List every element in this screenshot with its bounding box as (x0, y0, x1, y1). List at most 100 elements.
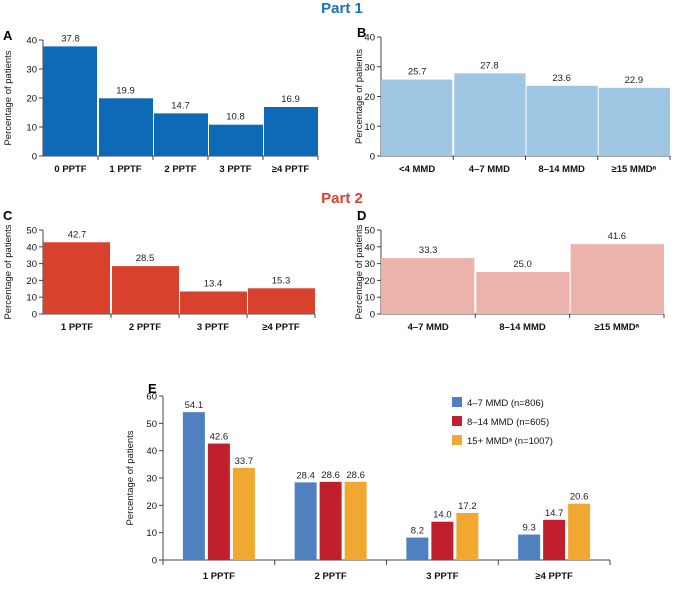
y-tick-label: 40 (26, 36, 37, 47)
bar-E-s2-3 (568, 503, 591, 560)
x-tick-label: <4 MMD (399, 164, 435, 175)
panel-letter-E: E (148, 381, 157, 396)
bar-E-s2-2 (456, 512, 479, 560)
y-tick-label: 20 (146, 501, 157, 512)
data-label: 14.7 (545, 508, 564, 519)
chart-A: A 0 10 20 30 40 Percentage of patients 37.8 0 PP… (3, 28, 319, 175)
y-tick-label: 40 (146, 446, 157, 457)
chart-E: E 0 10 20 30 40 50 60 Percentage of patients 1 PP… (125, 381, 611, 582)
y-tick-label: 20 (364, 276, 375, 287)
y-tick-label: 40 (364, 242, 375, 253)
x-tick-label: 1 PPTF (203, 571, 235, 582)
data-label: 8.2 (411, 526, 424, 537)
panel-letter-B: B (357, 25, 366, 40)
y-tick-label: 20 (364, 92, 375, 103)
panel-letter-C: C (3, 208, 13, 223)
bar-D-2 (570, 244, 664, 314)
y-tick-label: 0 (32, 152, 37, 163)
legend-swatch-2 (452, 435, 462, 445)
chart-B: B 0 10 20 30 40 Percentage of patients 25.7 <4 M… (354, 25, 671, 175)
data-label: 37.8 (61, 33, 80, 44)
data-label: 54.1 (185, 400, 204, 411)
data-label: 23.6 (552, 73, 571, 84)
bar-C-1 (112, 266, 179, 314)
y-axis-label: Percentage of patients (354, 49, 365, 144)
data-label: 27.8 (480, 60, 499, 71)
y-axis-label: Percentage of patients (3, 50, 14, 145)
x-tick-label: 8–14 MMD (538, 164, 585, 175)
y-tick-label: 50 (364, 226, 375, 237)
bar-E-s1-2 (431, 521, 454, 560)
y-tick-label: 40 (26, 242, 37, 253)
bar-E-s1-0 (207, 443, 230, 560)
y-tick-label: 0 (152, 556, 157, 567)
bar-A-3 (209, 124, 263, 156)
data-label: 33.7 (235, 456, 254, 467)
bar-E-s0-2 (406, 537, 429, 560)
x-tick-label: 1 PPTF (61, 322, 93, 333)
bar-A-1 (99, 98, 153, 156)
y-tick-label: 0 (32, 310, 37, 321)
data-label: 28.5 (136, 253, 155, 264)
legend-label-2: 15+ MMDᵃ (n=1007) (467, 436, 553, 447)
bar-B-3 (598, 87, 670, 156)
data-label: 20.6 (570, 492, 589, 503)
y-tick-label: 10 (26, 293, 37, 304)
y-axis-label: Percentage of patients (3, 224, 14, 319)
y-tick-label: 50 (26, 226, 37, 237)
y-tick-label: 30 (364, 62, 375, 73)
x-tick-label: ≥4 PPTF (262, 322, 300, 333)
data-label: 42.6 (210, 432, 229, 443)
bar-C-2 (180, 291, 247, 314)
data-label: 19.9 (116, 85, 135, 96)
data-label: 28.6 (346, 470, 365, 481)
x-tick-label: 2 PPTF (129, 322, 161, 333)
bar-E-s2-0 (232, 467, 255, 560)
x-tick-label: ≥15 MMDᵃ (612, 164, 657, 175)
bar-A-2 (154, 113, 208, 156)
x-tick-label: ≥4 PPTF (272, 164, 310, 175)
bar-B-1 (454, 73, 526, 156)
x-tick-label: 4–7 MMD (469, 164, 510, 175)
y-axis-label: Percentage of patients (125, 430, 136, 525)
data-label: 41.6 (608, 231, 627, 242)
y-tick-label: 30 (146, 474, 157, 485)
data-label: 33.3 (419, 245, 438, 256)
data-label: 15.3 (272, 275, 291, 286)
bar-E-s0-0 (182, 412, 205, 560)
x-tick-label: ≥4 PPTF (535, 571, 573, 582)
bar-C-3 (248, 288, 315, 314)
bar-E-s1-3 (543, 519, 566, 560)
panel-letter-D: D (357, 208, 366, 223)
data-label: 14.7 (171, 100, 190, 111)
bar-B-2 (526, 85, 598, 156)
part1-title: Part 1 (321, 0, 363, 17)
y-tick-label: 30 (26, 259, 37, 270)
data-label: 28.6 (321, 470, 340, 481)
legend-swatch-0 (452, 397, 462, 407)
y-tick-label: 40 (364, 33, 375, 44)
y-tick-label: 20 (26, 94, 37, 105)
x-tick-label: 8–14 MMD (499, 322, 546, 333)
bar-A-4 (264, 106, 318, 156)
y-tick-label: 10 (364, 122, 375, 133)
data-label: 16.9 (281, 94, 300, 105)
y-tick-label: 30 (26, 65, 37, 76)
bar-E-s0-1 (294, 482, 317, 560)
bar-E-s1-1 (319, 481, 342, 560)
x-tick-label: 3 PPTF (426, 571, 458, 582)
y-tick-label: 60 (146, 392, 157, 403)
x-tick-label: ≥15 MMDᵃ (594, 322, 639, 333)
y-tick-label: 30 (364, 259, 375, 270)
data-label: 17.2 (458, 501, 477, 512)
bar-A-0 (43, 46, 97, 156)
chart-C: C 0 10 20 30 40 50 Percentage of patients 42.7 1 … (3, 208, 316, 333)
panel-letter-A: A (3, 28, 13, 43)
x-tick-label: 4–7 MMD (408, 322, 449, 333)
x-tick-label: 1 PPTF (109, 164, 141, 175)
legend-label-0: 4–7 MMD (n=806) (467, 398, 544, 409)
data-label: 10.8 (226, 112, 245, 123)
